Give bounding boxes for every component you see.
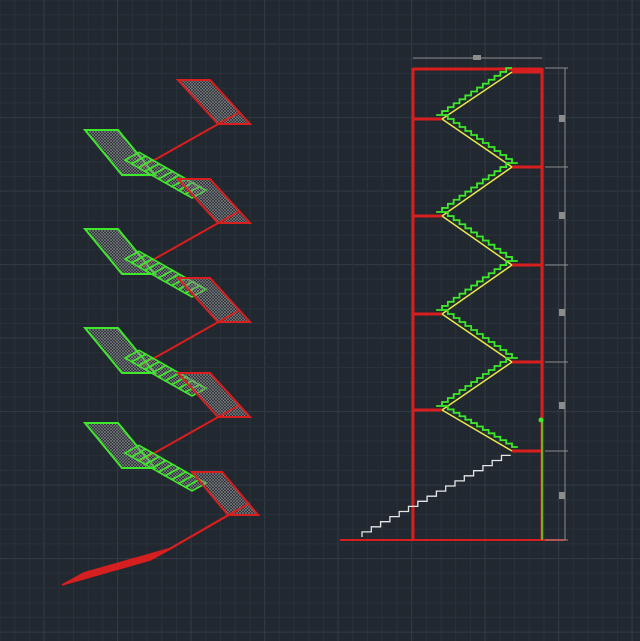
upper-landing	[175, 178, 253, 224]
red-flight	[139, 309, 241, 367]
stair-step-profile	[442, 114, 518, 164]
dimension-text	[559, 309, 565, 316]
red-flight	[61, 547, 173, 586]
dimension-text	[473, 55, 481, 60]
stair-step-profile	[436, 162, 512, 213]
stair-slope	[441, 118, 513, 168]
stair-step-profile	[442, 211, 518, 262]
stair-step-profile	[436, 260, 512, 311]
stair-slope	[441, 71, 513, 120]
ground-landing	[189, 471, 261, 516]
dimension-text	[559, 212, 565, 219]
stair-step-profile	[436, 67, 512, 116]
stair-slope	[441, 409, 513, 452]
upper-landing	[175, 79, 253, 125]
dimension-text	[559, 115, 565, 122]
stair-steps	[442, 211, 518, 262]
stair-steps	[436, 260, 512, 311]
green-flight	[123, 250, 208, 298]
dimension-text	[559, 492, 565, 499]
stair-slope	[441, 264, 513, 315]
upper-landing	[175, 277, 253, 323]
stair-steps	[442, 309, 518, 359]
stair-step-profile	[436, 357, 512, 407]
stair-steps	[436, 67, 512, 116]
red-flight	[139, 210, 241, 268]
isometric-stair-view	[61, 79, 261, 586]
ground-stair-profile	[361, 454, 511, 537]
stair-slope	[441, 215, 513, 266]
upper-landing	[175, 372, 253, 418]
dimension-text	[559, 402, 565, 409]
stair-tread	[61, 570, 92, 586]
stair-steps	[436, 357, 512, 407]
stair-slope	[441, 361, 513, 411]
stair-steps	[436, 162, 512, 213]
stair-slope	[441, 166, 513, 217]
stair-section-view	[340, 55, 568, 541]
railing-post	[538, 417, 544, 423]
green-flight	[123, 444, 208, 492]
stair-steps	[442, 405, 518, 448]
stair-steps	[442, 114, 518, 164]
stair-step-profile	[442, 309, 518, 359]
stair-slope	[441, 313, 513, 363]
stair-step-profile	[442, 405, 518, 448]
